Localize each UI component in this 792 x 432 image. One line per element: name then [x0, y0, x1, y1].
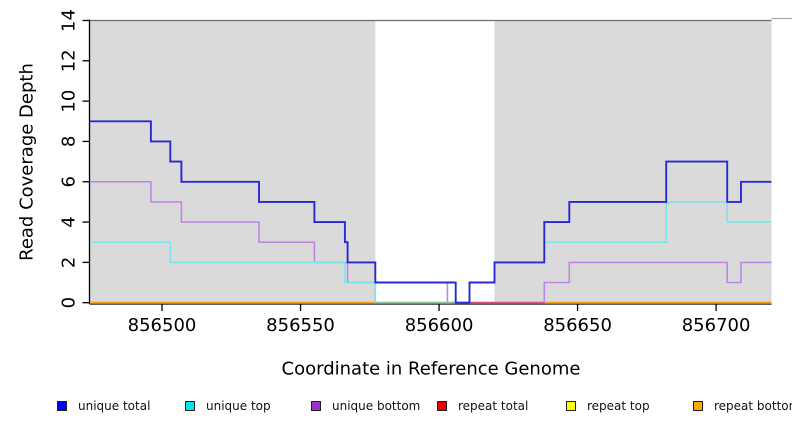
series-unique-total: [90, 120, 772, 304]
y-tick-label: 4: [59, 216, 80, 227]
y-axis-title: Read Coverage Depth: [16, 63, 38, 261]
x-tick-label: 856500: [128, 315, 197, 336]
x-tick-label: 856650: [543, 315, 612, 336]
y-tick-label: 0: [59, 297, 80, 308]
y-tick-label: 14: [59, 9, 80, 32]
x-tick-label: 856550: [266, 315, 335, 336]
y-tick-label: 12: [59, 49, 80, 72]
y-tick-label: 2: [59, 257, 80, 268]
y-tick-label: 8: [59, 136, 80, 147]
y-tick-label: 6: [59, 176, 80, 187]
x-tick-label: 856700: [682, 315, 751, 336]
y-tick-label: 10: [59, 90, 80, 113]
x-tick-label: 856600: [405, 315, 474, 336]
x-axis-title: Coordinate in Reference Genome: [281, 358, 581, 380]
highlight-band: [375, 20, 495, 303]
